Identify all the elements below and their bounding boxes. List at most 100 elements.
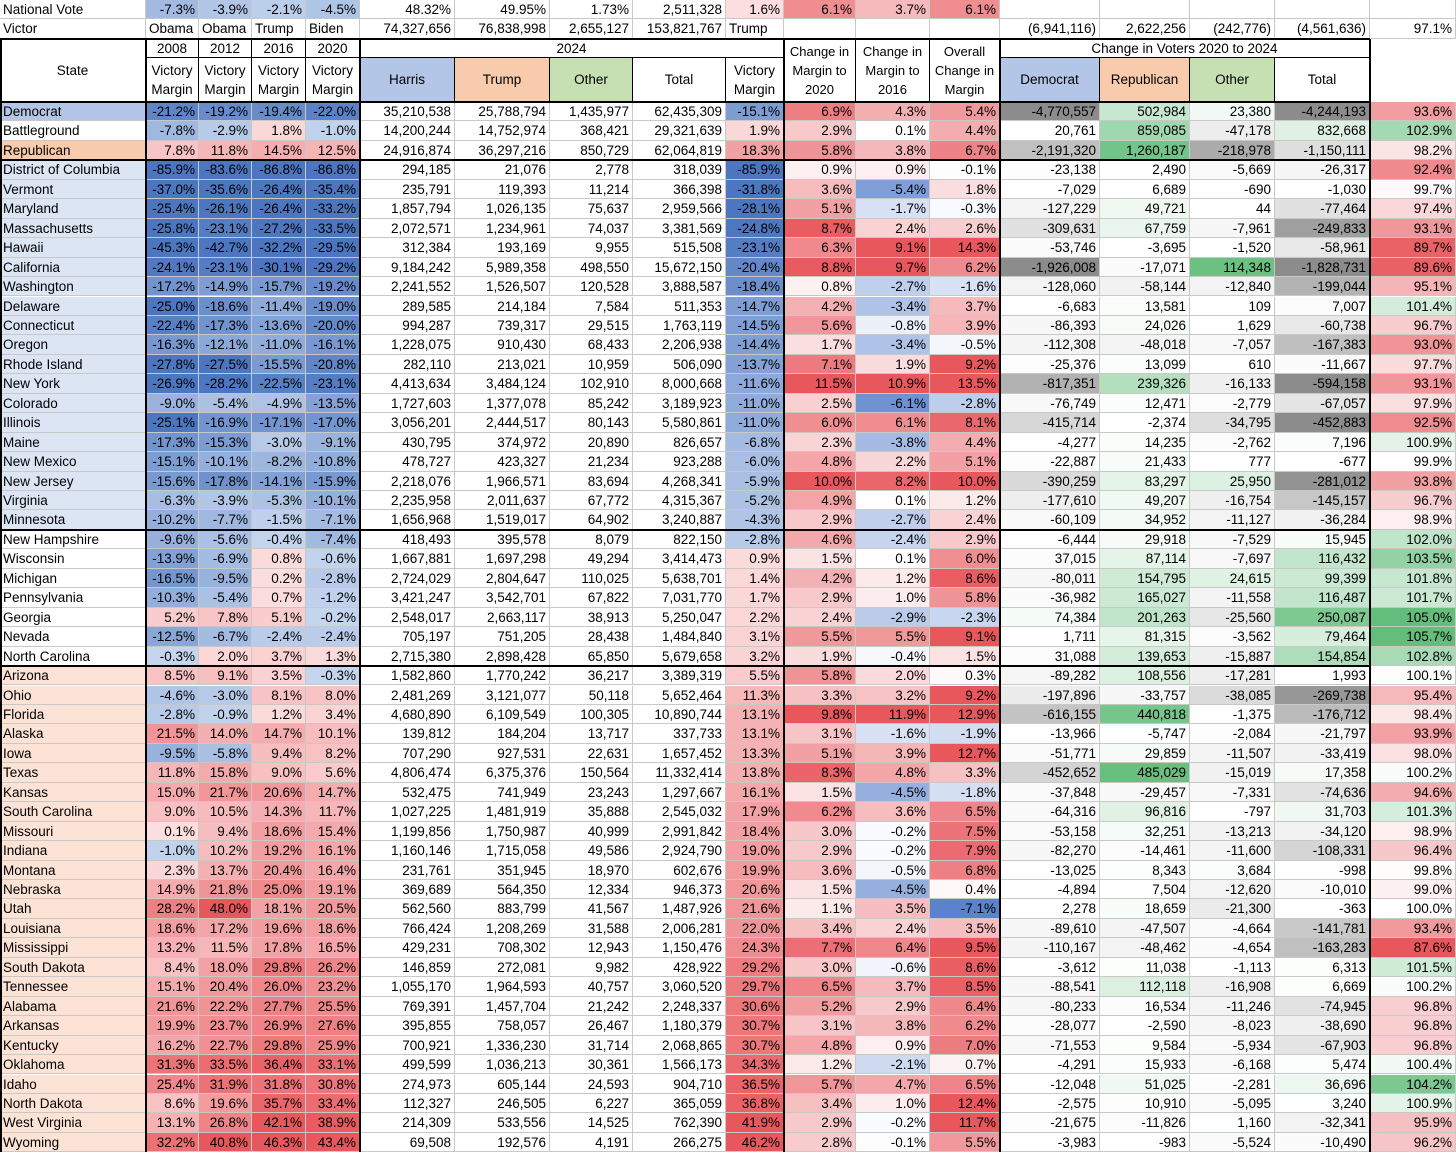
vote-count[interactable]: 751,205 <box>455 627 550 647</box>
margin-change[interactable]: 14.3% <box>930 238 1000 258</box>
vote-count[interactable]: 13,717 <box>550 724 633 744</box>
margin-2024[interactable]: -13.7% <box>726 354 784 375</box>
margin-change[interactable]: 1.5% <box>930 646 1000 667</box>
margin-change[interactable]: -7.1% <box>930 899 1000 919</box>
past-margin[interactable]: -17.2% <box>146 277 199 297</box>
vote-count[interactable]: 1,208,269 <box>455 918 550 939</box>
past-margin[interactable]: 42.1% <box>252 1113 306 1133</box>
margin-change[interactable]: 3.0% <box>784 821 856 842</box>
vote-count[interactable]: 883,799 <box>455 899 550 919</box>
margin-change[interactable]: 2.4% <box>784 607 856 628</box>
margin-2024[interactable]: -11.0% <box>726 413 784 433</box>
margin-2024[interactable]: 18.3% <box>726 140 784 161</box>
vote-count[interactable]: 1,566,173 <box>633 1055 726 1075</box>
state-name[interactable]: Vermont <box>0 179 146 200</box>
past-margin[interactable]: 14.7% <box>306 782 360 803</box>
vote-count[interactable]: 5,652,464 <box>633 685 726 705</box>
state-name[interactable]: Illinois <box>0 413 146 433</box>
rep-voter-change[interactable]: 81,315 <box>1100 627 1190 647</box>
vote-count[interactable]: 3,421,247 <box>360 588 455 608</box>
state-name[interactable]: Kentucky <box>0 1035 146 1056</box>
margin-change[interactable]: 1.0% <box>856 1093 930 1114</box>
vote-count[interactable]: 40,999 <box>550 821 633 842</box>
past-margin[interactable]: 22.7% <box>199 1035 252 1056</box>
state-name[interactable]: Florida <box>0 704 146 725</box>
rep-voter-change[interactable]: 9,584 <box>1100 1035 1190 1056</box>
dem-voter-change[interactable]: -415,714 <box>1000 413 1100 433</box>
other-voter-change[interactable]: -25,560 <box>1190 607 1275 628</box>
past-margin[interactable]: 2.0% <box>199 646 252 667</box>
margin-2024[interactable]: 30.7% <box>726 1016 784 1036</box>
past-margin[interactable]: 11.8% <box>146 763 199 783</box>
state-name[interactable]: Massachusetts <box>0 218 146 239</box>
total-voter-change[interactable]: -145,157 <box>1275 491 1370 511</box>
margin-change[interactable]: 2.9% <box>784 841 856 861</box>
vote-count[interactable]: 4,413,634 <box>360 374 455 394</box>
margin-change[interactable]: 2.9% <box>930 529 1000 550</box>
vote-count[interactable]: 562,560 <box>360 899 455 919</box>
past-margin[interactable]: -83.6% <box>199 160 252 180</box>
margin-change[interactable]: 1.2% <box>784 1055 856 1075</box>
turnout-ratio[interactable]: 96.8% <box>1370 1016 1456 1036</box>
margin-2024[interactable]: -18.4% <box>726 277 784 297</box>
other-voter-change[interactable]: -15,019 <box>1190 763 1275 783</box>
turnout-ratio[interactable]: 102.9% <box>1370 121 1456 141</box>
past-margin[interactable]: -9.6% <box>146 529 199 550</box>
empty-cell[interactable] <box>856 19 930 39</box>
turnout-ratio[interactable]: 100.0% <box>1370 899 1456 919</box>
past-margin[interactable]: 18.6% <box>306 918 360 939</box>
past-margin[interactable]: -5.4% <box>199 588 252 608</box>
state-name[interactable]: Montana <box>0 860 146 880</box>
margin-change[interactable]: 3.3% <box>784 685 856 705</box>
dem-voter-change[interactable]: -4,291 <box>1000 1055 1100 1075</box>
vote-count[interactable]: 1,750,987 <box>455 821 550 842</box>
margin-change[interactable]: 6.2% <box>930 1016 1000 1036</box>
past-margin[interactable]: -19.0% <box>306 296 360 316</box>
past-margin[interactable]: -27.5% <box>199 354 252 375</box>
vote-count[interactable]: 430,795 <box>360 432 455 453</box>
state-name[interactable]: Indiana <box>0 841 146 861</box>
margin-change[interactable]: 0.1% <box>856 121 930 141</box>
margin-change[interactable]: 6.4% <box>930 996 1000 1017</box>
vote-count[interactable]: 826,657 <box>633 432 726 453</box>
dem-voter-change[interactable]: -177,610 <box>1000 491 1100 511</box>
margin-change[interactable]: 1.1% <box>784 899 856 919</box>
turnout-ratio[interactable]: 101.8% <box>1370 568 1456 589</box>
past-margin[interactable]: 0.8% <box>252 549 306 569</box>
margin-change[interactable]: 1.2% <box>856 568 930 589</box>
other-voter-change[interactable]: -5,095 <box>1190 1093 1275 1114</box>
dem-voter-change[interactable]: -197,896 <box>1000 685 1100 705</box>
total-voter-change[interactable]: -176,712 <box>1275 704 1370 725</box>
margin-change[interactable]: 9.8% <box>784 704 856 725</box>
margin-2024[interactable]: 41.9% <box>726 1113 784 1133</box>
victor-w2020[interactable]: Biden <box>306 19 360 39</box>
turnout-ratio[interactable]: 99.9% <box>1370 452 1456 472</box>
other-voter-change[interactable]: -5,669 <box>1190 160 1275 180</box>
past-margin[interactable]: 25.5% <box>306 996 360 1017</box>
total-voter-change[interactable]: 3,240 <box>1275 1093 1370 1114</box>
rep-voter-change[interactable]: -3,695 <box>1100 238 1190 258</box>
margin-change[interactable]: -3.4% <box>856 335 930 355</box>
state-name[interactable]: Michigan <box>0 568 146 589</box>
vote-count[interactable]: 25,788,794 <box>455 102 550 122</box>
past-margin[interactable]: 13.7% <box>199 860 252 880</box>
vote-count[interactable]: 499,599 <box>360 1055 455 1075</box>
past-margin[interactable]: -4.6% <box>146 685 199 705</box>
vote-count[interactable]: 2,548,017 <box>360 607 455 628</box>
past-margin[interactable]: 7.8% <box>199 607 252 628</box>
empty-cell[interactable] <box>1190 0 1275 19</box>
total-voter-change[interactable]: -36,284 <box>1275 510 1370 530</box>
margin-change[interactable]: 3.1% <box>784 1016 856 1036</box>
dem-voter-change[interactable]: -80,011 <box>1000 568 1100 589</box>
turnout-ratio[interactable]: 96.7% <box>1370 491 1456 511</box>
rep-voter-change[interactable]: -2,590 <box>1100 1016 1190 1036</box>
past-margin[interactable]: 14.9% <box>146 880 199 900</box>
vote-count[interactable]: 24,593 <box>550 1074 633 1094</box>
margin-change[interactable]: 0.9% <box>856 1035 930 1056</box>
vote-count[interactable]: 100,305 <box>550 704 633 725</box>
margin-change[interactable]: 0.9% <box>856 160 930 180</box>
rep-voter-change[interactable]: 15,933 <box>1100 1055 1190 1075</box>
margin-change[interactable]: 8.8% <box>784 257 856 278</box>
state-name[interactable]: New Mexico <box>0 452 146 472</box>
rep-voter-change[interactable]: -29,457 <box>1100 782 1190 803</box>
